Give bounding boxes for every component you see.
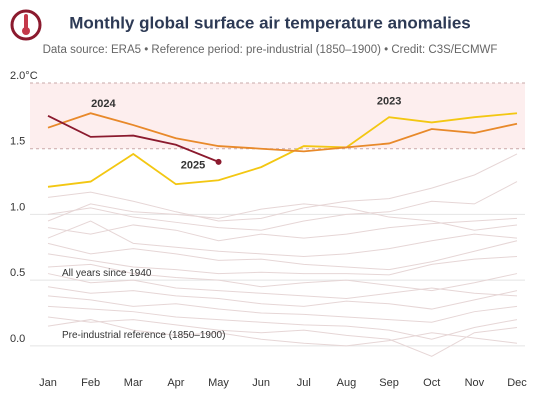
annotation: All years since 1940 bbox=[62, 268, 152, 279]
chart-title: Monthly global surface air temperature a… bbox=[69, 13, 471, 32]
x-tick-label: Nov bbox=[465, 377, 485, 389]
series-label: 2024 bbox=[91, 98, 116, 110]
series-label: 2025 bbox=[181, 160, 205, 172]
background-line bbox=[47, 273, 518, 300]
chart-subtitle: Data source: ERA5 • Reference period: pr… bbox=[43, 44, 498, 56]
series-label: 2023 bbox=[377, 95, 401, 107]
background-line bbox=[47, 181, 518, 231]
logo bbox=[10, 9, 42, 41]
x-tick-label: Dec bbox=[507, 377, 527, 389]
y-tick-label: 1.5 bbox=[10, 136, 25, 148]
background-line bbox=[47, 319, 518, 347]
x-tick-label: Aug bbox=[337, 377, 357, 389]
end-dot bbox=[215, 158, 222, 165]
annotation: Pre-industrial reference (1850–1900) bbox=[62, 330, 225, 341]
background-line bbox=[47, 153, 518, 222]
x-tick-label: Jun bbox=[252, 377, 270, 389]
y-tick-label: 1.0 bbox=[10, 201, 25, 213]
x-tick-label: Feb bbox=[81, 377, 100, 389]
x-tick-label: Apr bbox=[167, 377, 184, 389]
x-tick-label: Oct bbox=[423, 377, 440, 389]
background-line bbox=[47, 295, 518, 323]
x-tick-label: Jan bbox=[39, 377, 57, 389]
series-line bbox=[47, 112, 518, 188]
background-line bbox=[47, 240, 518, 271]
y-tick-label: 0.0 bbox=[10, 333, 25, 345]
background-line bbox=[47, 253, 518, 276]
background-line bbox=[47, 220, 518, 257]
series-line bbox=[47, 115, 219, 163]
background-line bbox=[47, 316, 518, 357]
y-tick-label: 2.0°C bbox=[10, 70, 38, 82]
background-line bbox=[47, 203, 518, 231]
background-line bbox=[47, 305, 518, 340]
x-tick-label: Sep bbox=[379, 377, 399, 389]
series-line bbox=[47, 112, 518, 153]
x-tick-label: May bbox=[208, 377, 229, 389]
y-tick-label: 0.5 bbox=[10, 267, 25, 279]
threshold-band bbox=[30, 83, 525, 149]
x-tick-label: Mar bbox=[124, 377, 143, 389]
background-line bbox=[47, 217, 518, 242]
background-line bbox=[47, 286, 518, 310]
x-tick-label: Jul bbox=[297, 377, 311, 389]
